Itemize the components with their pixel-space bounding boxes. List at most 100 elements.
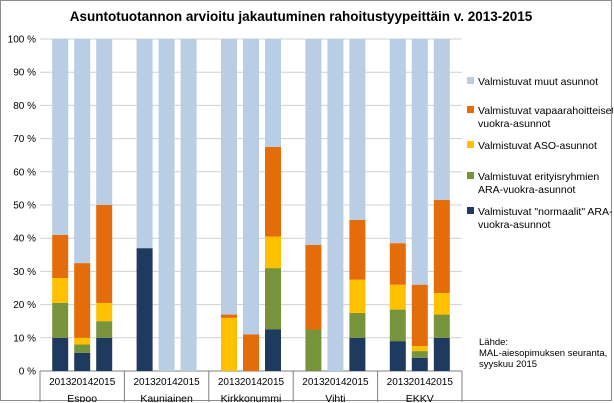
bar-segment	[52, 234, 69, 279]
bar-segment	[389, 39, 406, 244]
bar-segment	[243, 39, 259, 335]
y-tick-label: 80 %	[13, 101, 36, 112]
bar-segment	[74, 352, 91, 371]
group-label: Kauniainen	[140, 393, 193, 402]
x-tick-label: 2015	[431, 377, 454, 388]
y-tick-label: 90 %	[13, 68, 36, 79]
legend-label: Valmistuvat ASO-asunnot	[478, 140, 597, 152]
legend-label: Valmistuvat "normaalit" ARA-	[478, 206, 613, 218]
bar-segment	[221, 39, 237, 315]
x-tick-label: 2014	[240, 377, 263, 388]
bar-segment	[305, 329, 322, 371]
bar-segment	[411, 284, 428, 347]
bar-segment	[74, 263, 91, 338]
bar-segment	[180, 39, 197, 371]
source-note: Lähde:	[479, 337, 508, 348]
bar-segment	[305, 39, 322, 245]
bar-segment	[349, 312, 366, 338]
bar-segment	[349, 337, 366, 371]
bar-segment	[389, 341, 406, 371]
bar-segment	[158, 39, 175, 371]
bar-segment	[265, 39, 281, 147]
group-label: EKKV	[406, 393, 434, 402]
bar-segment	[265, 329, 281, 371]
bar-segment	[52, 278, 69, 303]
bar-segment	[136, 248, 153, 371]
x-tick-label: 2015	[177, 377, 200, 388]
bar-segment	[265, 268, 281, 330]
bar-segment	[74, 337, 91, 345]
legend-swatch	[467, 141, 474, 148]
x-tick-label: 2014	[409, 377, 432, 388]
group-label: Espoo	[67, 393, 97, 402]
bar-segment	[349, 39, 366, 220]
bar-segment	[221, 317, 237, 371]
x-tick-label: 2014	[155, 377, 178, 388]
y-tick-label: 20 %	[13, 300, 36, 311]
bar-segment	[96, 302, 113, 322]
bar-segment	[349, 219, 366, 280]
bar-segment	[389, 284, 406, 310]
bar-segment	[433, 292, 450, 315]
bar-segment	[96, 39, 113, 205]
bar-segment	[411, 351, 428, 358]
legend: Valmistuvat muut asunnot Valmistuvat vapa…	[467, 76, 613, 231]
y-tick-label: 10 %	[13, 333, 36, 344]
legend-label: Valmistuvat erityisryhmien	[478, 171, 599, 183]
bar-segment	[265, 236, 281, 269]
legend-swatch	[467, 106, 474, 113]
bar-segment	[411, 346, 428, 352]
x-tick-label: 2014	[71, 377, 94, 388]
legend-label: vuokra-asunnot	[478, 118, 550, 130]
x-tick-label: 2013	[302, 377, 325, 388]
bar-segment	[52, 302, 69, 338]
y-tick-label: 70 %	[13, 134, 36, 145]
x-tick-label: 2014	[324, 377, 347, 388]
y-tick-label: 100 %	[8, 35, 36, 46]
bar-segment	[74, 39, 91, 264]
bar-segment	[411, 39, 428, 285]
bar-segment	[136, 39, 153, 249]
bar-segment	[433, 200, 450, 293]
legend-label: Valmistuvat muut asunnot	[478, 76, 598, 88]
bar-segment	[243, 334, 259, 371]
bar-segment	[349, 279, 366, 313]
bar-segment	[221, 314, 237, 318]
y-tick-label: 0 %	[19, 367, 36, 378]
bar-segment	[305, 244, 322, 330]
group-label: Vihti	[325, 393, 345, 402]
legend-swatch	[467, 172, 474, 179]
bar-segment	[52, 39, 69, 235]
bar-segment	[96, 337, 113, 371]
x-tick-label: 2015	[93, 377, 116, 388]
bar-segment	[411, 357, 428, 371]
bar-segment	[433, 314, 450, 338]
x-tick-label: 2015	[346, 377, 369, 388]
x-tick-label: 2015	[262, 377, 285, 388]
y-axis-ticks: 0 % 10 % 20 % 30 % 40 % 50 % 60 % 70 % 80 % 90 % 1…	[8, 35, 36, 378]
legend-swatch	[467, 207, 474, 214]
source-note: syyskuu 2015	[479, 359, 537, 370]
x-tick-label: 2013	[133, 377, 156, 388]
x-tick-label: 2013	[218, 377, 241, 388]
bar-segment	[96, 321, 113, 338]
bar-segment	[389, 309, 406, 342]
source-note: MAL-aiesopimuksen seuranta,	[479, 348, 607, 359]
legend-label: Valmistuvat vapaarahoitteiset	[478, 105, 613, 117]
y-tick-label: 40 %	[13, 234, 36, 245]
bar-segment	[433, 337, 450, 371]
x-tick-label: 2013	[49, 377, 72, 388]
y-tick-label: 50 %	[13, 201, 36, 212]
group-label: Kirkkonummi	[221, 393, 282, 402]
bars	[52, 39, 450, 371]
y-tick-label: 60 %	[13, 167, 36, 178]
legend-swatch	[467, 77, 474, 84]
bar-segment	[389, 243, 406, 285]
chart-title: Asuntotuotannon arvioitu jakautuminen ra…	[70, 9, 533, 24]
bar-segment	[74, 344, 91, 353]
bar-segment	[96, 205, 113, 303]
bar-segment	[433, 39, 450, 201]
